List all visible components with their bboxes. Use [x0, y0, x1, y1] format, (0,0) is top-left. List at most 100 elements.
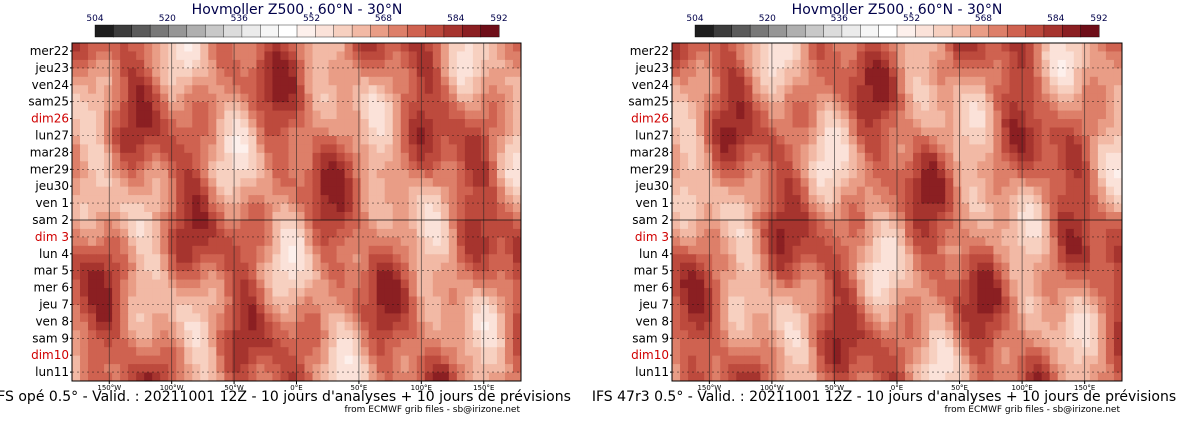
field-cell [848, 220, 858, 230]
field-cell [448, 338, 458, 348]
field-cell [760, 338, 770, 348]
field-cell [672, 152, 681, 162]
field-cell [880, 85, 890, 95]
field-cell [200, 212, 209, 222]
field-cell [736, 43, 745, 53]
field-cell [1089, 135, 1099, 145]
field-cell [288, 313, 298, 323]
date-label: lun 4 [639, 247, 669, 261]
field-cell [200, 347, 209, 357]
field-cell [1057, 152, 1067, 162]
field-cell [888, 43, 898, 53]
field-cell [400, 102, 410, 112]
colorbar-swatch [296, 24, 316, 38]
field-cell [88, 51, 97, 61]
field-cell [704, 43, 713, 53]
field-cell [888, 330, 898, 340]
chart-title: Hovmoller Z500 : 60°N - 30°N [792, 2, 1003, 18]
field-cell [96, 85, 105, 95]
field-cell [384, 152, 394, 162]
field-cell [905, 212, 914, 222]
field-cell [328, 220, 338, 230]
field-cell [384, 245, 394, 255]
field-cell [272, 169, 282, 179]
field-cell [280, 169, 290, 179]
field-cell [120, 195, 129, 205]
field-cell [1033, 313, 1043, 323]
field-cell [792, 321, 802, 331]
field-cell [488, 212, 498, 222]
field-cell [1057, 110, 1067, 120]
field-cell [1025, 51, 1035, 61]
field-cell [272, 262, 282, 272]
field-cell [240, 279, 249, 289]
field-cell [712, 347, 721, 357]
field-cell [1033, 119, 1043, 129]
field-cell [736, 288, 745, 298]
field-cell [993, 245, 1003, 255]
field-cell [1033, 195, 1043, 205]
field-cell [832, 347, 842, 357]
field-cell [776, 178, 786, 188]
field-cell [913, 237, 922, 247]
field-cell [985, 237, 995, 247]
field-cell [808, 321, 818, 331]
field-cell [856, 144, 866, 154]
field-cell [888, 228, 898, 238]
field-cell [232, 102, 241, 112]
field-cell [888, 313, 898, 323]
field-cell [480, 271, 490, 281]
field-cell [96, 144, 105, 154]
field-cell [856, 127, 866, 137]
field-cell [1089, 330, 1099, 340]
field-cell [864, 279, 874, 289]
field-cell [424, 347, 434, 357]
field-cell [208, 355, 217, 365]
field-cell [897, 372, 906, 381]
field-cell [456, 68, 466, 78]
field-cell [128, 169, 137, 179]
field-cell [472, 43, 482, 53]
field-cell [1073, 51, 1083, 61]
field-cell [921, 296, 930, 306]
field-cell [808, 85, 818, 95]
field-cell [304, 68, 314, 78]
field-cell [832, 288, 842, 298]
field-cell [808, 245, 818, 255]
field-cell [1065, 347, 1075, 357]
field-cell [969, 178, 978, 188]
field-cell [768, 68, 778, 78]
field-cell [808, 313, 818, 323]
field-cell [104, 254, 113, 264]
longitude-axis: 150°W 100°W 50°W 0°E 50°E 100°E 150°E [697, 381, 1095, 392]
field-cell [248, 135, 258, 145]
field-cell [1057, 220, 1067, 230]
field-cell [913, 169, 922, 179]
field-cell [937, 195, 946, 205]
colorbar-swatch [223, 24, 243, 38]
field-cell [712, 119, 721, 129]
field-cell [472, 220, 482, 230]
field-cell [480, 288, 490, 298]
field-cell [456, 271, 466, 281]
field-cell [456, 330, 466, 340]
field-cell [1089, 85, 1099, 95]
field-cell [424, 178, 434, 188]
field-cell [488, 195, 498, 205]
field-cell [192, 279, 201, 289]
field-cell [1041, 245, 1051, 255]
field-cell [760, 321, 770, 331]
field-cell [328, 288, 338, 298]
z500-field [72, 43, 521, 381]
field-cell [1105, 93, 1115, 103]
field-cell [929, 304, 938, 314]
field-cell [776, 228, 786, 238]
field-cell [448, 288, 458, 298]
field-cell [112, 262, 121, 272]
field-cell [1081, 262, 1091, 272]
field-cell [1073, 43, 1083, 53]
field-cell [384, 119, 394, 129]
field-cell [504, 212, 514, 222]
field-cell [112, 102, 121, 112]
field-cell [136, 220, 145, 230]
